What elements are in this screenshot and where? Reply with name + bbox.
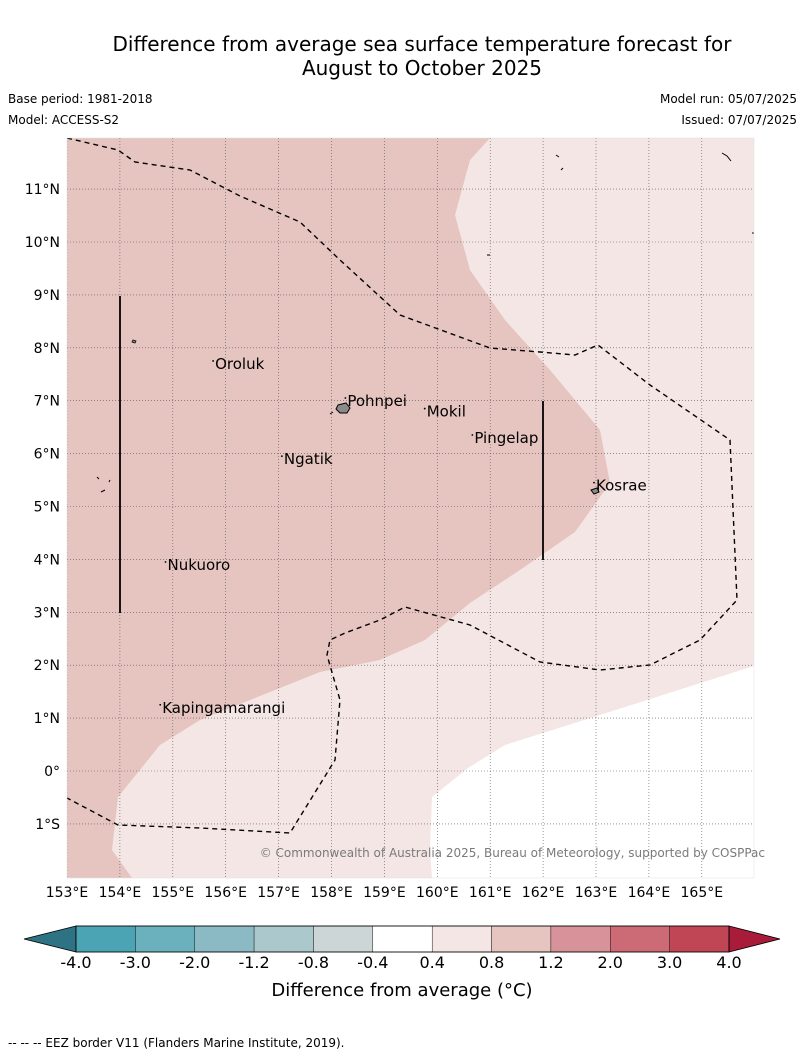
colorbar-tick-label: 2.0 bbox=[598, 953, 623, 972]
place-labels: Oroluk Pohnpei Mokil Pingelap Kosrae Ngatik Nu… bbox=[159, 355, 647, 717]
longitude-label: 161°E bbox=[469, 885, 512, 901]
place-marker bbox=[280, 455, 283, 458]
longitude-label: 162°E bbox=[522, 885, 565, 901]
longitude-label: 156°E bbox=[204, 885, 247, 901]
latitude-label: 2°N bbox=[34, 658, 60, 674]
colorbar-segment bbox=[253, 925, 314, 953]
anomaly-band-0-8-1-2 bbox=[67, 138, 610, 878]
islet bbox=[96, 476, 111, 493]
latitude-labels: 11°N 10°N 9°N 8°N 7°N 6°N 5°N 4°N 3°N 2°N 1°N 0° 1°S bbox=[25, 182, 60, 833]
longitude-label: 159°E bbox=[363, 885, 406, 901]
latitude-label: 10°N bbox=[25, 235, 60, 251]
colorbar-tick-label: 1.2 bbox=[538, 953, 563, 972]
islet bbox=[131, 339, 137, 344]
model-name: Model: ACCESS-S2 bbox=[8, 113, 120, 127]
colorbar-tick-label: -2.0 bbox=[179, 953, 210, 972]
colorbar-tick-label: 3.0 bbox=[657, 953, 682, 972]
longitude-label: 153°E bbox=[46, 885, 89, 901]
latitude-label: 6°N bbox=[34, 447, 60, 463]
colorbar-segment bbox=[491, 925, 552, 953]
map-area: Oroluk Pohnpei Mokil Pingelap Kosrae Ngatik Nu… bbox=[67, 138, 754, 878]
colorbar-segment bbox=[135, 925, 195, 953]
colorbar-tick-label: 4.0 bbox=[716, 953, 741, 972]
place-label-kapingamarangi: Kapingamarangi bbox=[162, 699, 285, 717]
latitude-label: 5°N bbox=[34, 500, 60, 516]
place-label-ngatik: Ngatik bbox=[284, 450, 333, 468]
islet bbox=[555, 154, 564, 171]
title-line-2: August to October 2025 bbox=[301, 56, 543, 80]
title-line-1: Difference from average sea surface temp… bbox=[112, 32, 732, 56]
colorbar-tick-label: 0.4 bbox=[419, 953, 444, 972]
colorbar bbox=[23, 925, 781, 953]
place-label-mokil: Mokil bbox=[427, 403, 466, 421]
colorbar-tick-label: -1.2 bbox=[238, 953, 269, 972]
colorbar-segment bbox=[372, 925, 433, 953]
islet bbox=[329, 411, 334, 415]
colorbar-tick-label: 0.8 bbox=[479, 953, 504, 972]
latitude-label: 3°N bbox=[34, 605, 60, 621]
kosrae-island bbox=[590, 487, 600, 495]
place-marker bbox=[159, 703, 162, 706]
latitude-label: 8°N bbox=[34, 341, 60, 357]
latitude-label: 0° bbox=[44, 764, 60, 780]
latitude-label: 7°N bbox=[34, 394, 60, 410]
place-marker bbox=[593, 481, 595, 484]
colorbar-segment bbox=[431, 925, 492, 953]
copyright-text: © Commonwealth of Australia 2025, Bureau… bbox=[260, 846, 765, 860]
islands bbox=[96, 152, 754, 495]
latitude-label: 11°N bbox=[25, 182, 60, 198]
colorbar-extend-high bbox=[728, 925, 781, 953]
longitude-label: 154°E bbox=[99, 885, 142, 901]
colorbar-tick-label: -4.0 bbox=[60, 953, 91, 972]
base-period: Base period: 1981-2018 bbox=[8, 92, 153, 106]
colorbar-segment bbox=[669, 925, 730, 953]
place-marker bbox=[471, 434, 474, 436]
place-label-pingelap: Pingelap bbox=[474, 429, 538, 447]
colorbar-segment bbox=[550, 925, 611, 953]
islet bbox=[721, 152, 732, 162]
place-marker bbox=[423, 407, 426, 410]
pohnpei-island bbox=[335, 402, 351, 414]
anomaly-neutral-area bbox=[430, 666, 754, 878]
chart-title: Difference from average sea surface temp… bbox=[40, 32, 804, 80]
grid-lines bbox=[67, 138, 754, 878]
map-frame bbox=[66, 137, 755, 879]
longitude-label: 163°E bbox=[575, 885, 618, 901]
latitude-label: 1°S bbox=[35, 817, 60, 833]
longitude-label: 165°E bbox=[681, 885, 724, 901]
colorbar-segment bbox=[610, 925, 670, 953]
latitude-label: 1°N bbox=[34, 711, 60, 727]
colorbar-tick-label: -3.0 bbox=[120, 953, 151, 972]
longitude-label: 160°E bbox=[416, 885, 459, 901]
place-marker bbox=[212, 360, 215, 362]
colorbar-outline bbox=[75, 925, 730, 953]
model-run: Model run: 05/07/2025 bbox=[659, 92, 797, 106]
colorbar-segment bbox=[75, 925, 136, 953]
colorbar-segment bbox=[194, 925, 255, 953]
colorbar-tick-label: -0.4 bbox=[357, 953, 388, 972]
latitude-label: 4°N bbox=[34, 552, 60, 568]
colorbar-extend-low bbox=[23, 925, 77, 953]
longitude-labels: 153°E 154°E 155°E 156°E 157°E 158°E 159°E 160°E… bbox=[46, 885, 723, 901]
longitude-label: 158°E bbox=[310, 885, 353, 901]
colorbar-title: Difference from average (°C) bbox=[271, 980, 533, 1001]
place-marker bbox=[164, 561, 167, 563]
longitude-label: 157°E bbox=[257, 885, 300, 901]
issued-date: Issued: 07/07/2025 bbox=[681, 113, 797, 127]
longitude-label: 164°E bbox=[628, 885, 671, 901]
colorbar-labels: -4.0 -3.0 -2.0 -1.2 -0.8 -0.4 0.4 0.8 1.2 2.0 3.0 4… bbox=[60, 953, 741, 972]
colorbar-segment bbox=[313, 925, 374, 953]
place-marker bbox=[344, 397, 347, 399]
place-label-pohnpei: Pohnpei bbox=[347, 392, 407, 410]
place-label-oroluk: Oroluk bbox=[215, 355, 264, 373]
footnote: -- -- -- EEZ border V11 (Flanders Marine… bbox=[8, 1036, 345, 1050]
place-label-kosrae: Kosrae bbox=[596, 477, 647, 495]
place-label-nukuoro: Nukuoro bbox=[168, 556, 231, 574]
longitude-label: 155°E bbox=[152, 885, 195, 901]
latitude-label: 9°N bbox=[34, 288, 60, 304]
colorbar-tick-label: -0.8 bbox=[298, 953, 329, 972]
